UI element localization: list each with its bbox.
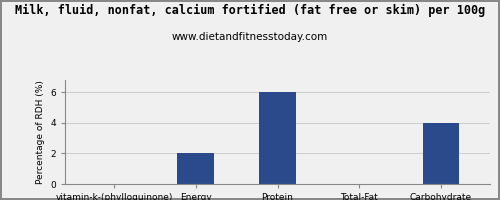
Text: www.dietandfitnesstoday.com: www.dietandfitnesstoday.com	[172, 32, 328, 42]
Bar	[178, 153, 214, 184]
Bar	[259, 92, 296, 184]
Bar	[422, 123, 460, 184]
Text: Milk, fluid, nonfat, calcium fortified (fat free or skim) per 100g: Milk, fluid, nonfat, calcium fortified (…	[15, 4, 485, 17]
Y-axis label: Percentage of RDH (%): Percentage of RDH (%)	[36, 80, 44, 184]
